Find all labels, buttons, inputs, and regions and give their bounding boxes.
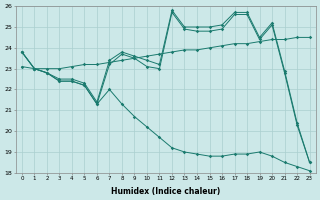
X-axis label: Humidex (Indice chaleur): Humidex (Indice chaleur) bbox=[111, 187, 220, 196]
